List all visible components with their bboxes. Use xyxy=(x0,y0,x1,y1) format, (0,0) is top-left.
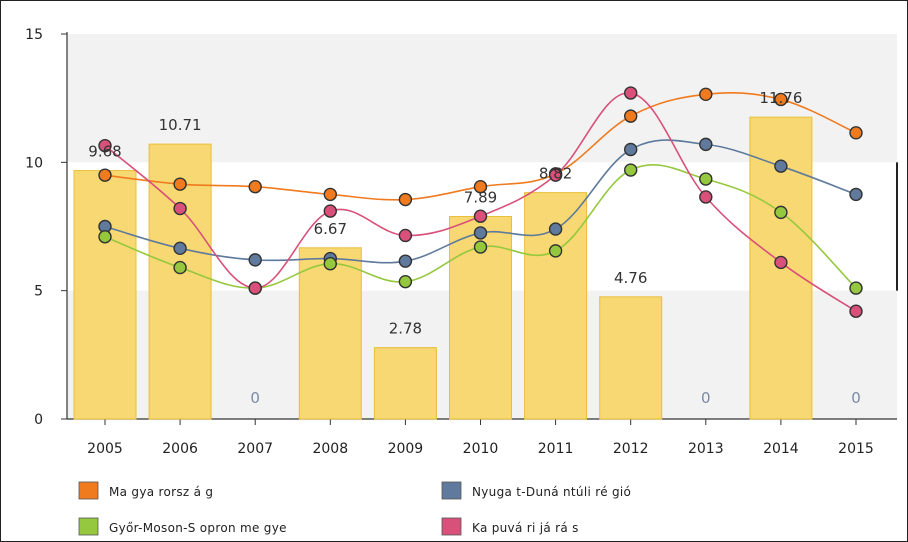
bar-data-label: 4.76 xyxy=(614,269,647,287)
y-tick-label: 5 xyxy=(34,284,43,300)
series-point-0 xyxy=(699,87,713,102)
bar-data-label: 7.89 xyxy=(464,188,497,206)
x-tick-label: 2007 xyxy=(237,441,273,457)
x-tick-label: 2008 xyxy=(312,441,348,457)
legend: Ma gya rorsz á g Nyuga t-Duná ntúli ré gi… xyxy=(78,481,631,536)
x-tick-label: 2009 xyxy=(388,441,424,457)
series-point-1 xyxy=(849,187,863,202)
series-point-3 xyxy=(624,86,638,100)
series-point-2 xyxy=(548,244,563,258)
legend-label-3: Ka puvá ri já rá s xyxy=(472,521,579,535)
series-point-0 xyxy=(98,168,112,182)
series-point-0 xyxy=(323,187,337,202)
series-point-3 xyxy=(173,201,187,216)
legend-swatch-3 xyxy=(441,517,462,536)
series-point-0 xyxy=(248,180,262,194)
series-point-2 xyxy=(624,163,638,177)
bar-data-label: 2.78 xyxy=(389,320,422,338)
bar-data-label: 11.76 xyxy=(759,89,802,107)
bar-data-label: 9.68 xyxy=(88,143,121,161)
series-point-2 xyxy=(473,240,488,254)
series-point-3 xyxy=(248,281,262,295)
series-point-1 xyxy=(699,137,713,152)
series-point-3 xyxy=(548,168,563,182)
x-tick-label: 2011 xyxy=(538,441,574,457)
legend-label-2: Győr-Moson-S opron me gye xyxy=(109,521,287,535)
legend-label-1: Nyuga t-Duná ntúli ré gió xyxy=(472,485,631,499)
series-point-2 xyxy=(173,260,187,275)
series-point-3 xyxy=(98,138,112,153)
bar xyxy=(73,170,137,420)
series-point-0 xyxy=(473,180,488,194)
bar-data-label: 10.71 xyxy=(159,116,202,134)
y-tick-label: 10 xyxy=(25,155,43,171)
y-tick-label: 0 xyxy=(34,412,43,428)
x-tick-label: 2013 xyxy=(688,441,724,457)
x-tick-label: 2015 xyxy=(838,441,874,457)
series-point-0 xyxy=(173,177,187,191)
series-point-2 xyxy=(98,230,112,244)
y-tick-label: 15 xyxy=(25,27,43,43)
series-point-2 xyxy=(699,172,713,186)
series-point-3 xyxy=(473,209,488,223)
series-point-2 xyxy=(774,205,788,220)
bar xyxy=(373,347,437,420)
bar-data-label: 6.67 xyxy=(314,220,347,238)
series-point-1 xyxy=(398,254,413,268)
series-point-1 xyxy=(624,142,638,157)
series-point-1 xyxy=(774,159,788,173)
series-point-3 xyxy=(849,304,863,318)
x-tick-label: 2005 xyxy=(87,441,123,457)
series-point-0 xyxy=(849,126,863,140)
bar-data-label: 0 xyxy=(250,389,260,407)
series-point-3 xyxy=(699,190,713,204)
bar-data-label: 0 xyxy=(851,389,861,407)
bar-data-label: 0 xyxy=(701,389,711,407)
bar xyxy=(599,296,663,420)
x-tick-label: 2006 xyxy=(162,441,198,457)
series-point-1 xyxy=(248,253,262,267)
series-point-0 xyxy=(398,192,413,207)
bars xyxy=(73,116,813,420)
series-point-3 xyxy=(398,228,413,243)
bar xyxy=(298,247,362,420)
bar-data-label: 8.82 xyxy=(539,165,572,183)
series-point-0 xyxy=(774,92,788,107)
legend-swatch-1 xyxy=(441,481,462,500)
data-labels: 9.68 10.71 0 6.67 2.78 7.89 8.82 4.76 0 11.76 0 xyxy=(88,89,860,407)
legend-label-0: Ma gya rorsz á g xyxy=(109,485,213,499)
series-point-3 xyxy=(774,255,788,270)
series-point-1 xyxy=(548,222,563,236)
series-point-2 xyxy=(849,281,863,295)
series-points xyxy=(98,86,863,318)
x-tick-label: 2010 xyxy=(463,441,499,457)
legend-swatch-0 xyxy=(78,481,99,500)
x-tick-label: 2012 xyxy=(613,441,649,457)
series-point-0 xyxy=(624,109,638,123)
series-point-2 xyxy=(323,257,337,271)
series-point-1 xyxy=(173,241,187,256)
x-tick-label: 2014 xyxy=(763,441,799,457)
series-point-2 xyxy=(398,274,413,289)
series-point-1 xyxy=(473,226,488,240)
legend-swatch-2 xyxy=(78,517,99,536)
series-point-3 xyxy=(323,204,337,218)
